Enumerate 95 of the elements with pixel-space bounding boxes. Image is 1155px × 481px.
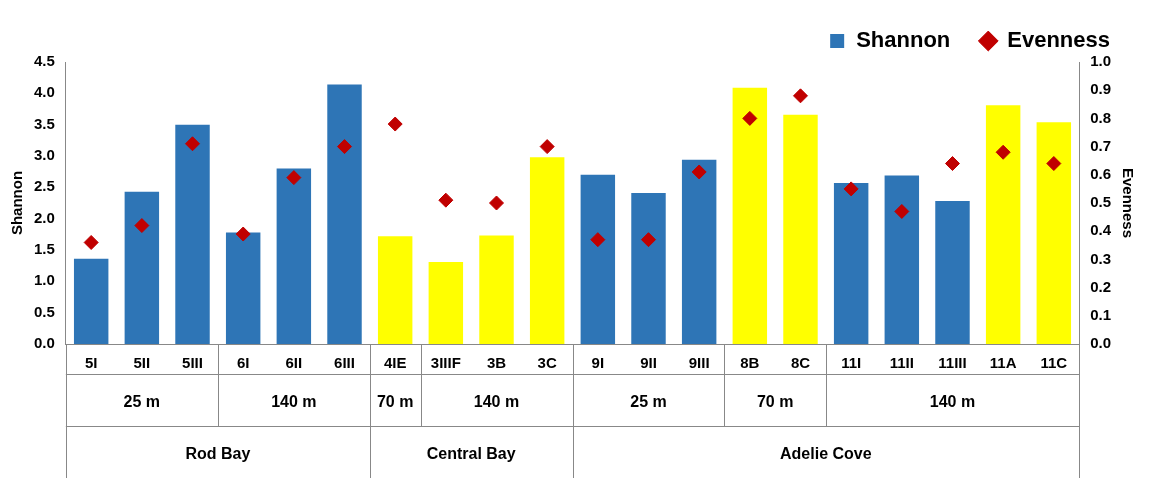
x-tick-label: 11A [989,354,1017,372]
text: 70 m [376,393,414,411]
point [742,110,758,126]
text: 25 m [630,393,667,411]
text: 140 m [929,393,976,411]
bar [631,192,666,344]
point [590,232,606,248]
bar [175,124,210,344]
bar [833,182,869,344]
bar [327,84,362,344]
x-tick-label: 6I [236,354,250,372]
x-tick-label: 8B [740,354,760,372]
x-tick-label: 11II [889,354,914,372]
text: 25 m [123,393,161,411]
x-tick-label: 11III [938,354,967,372]
bar [377,236,413,344]
y-tick-label: 1.0 [33,271,55,289]
point [83,234,99,250]
point [894,203,910,219]
y2-tick-label: 0.1 [1090,305,1112,323]
bar [783,114,818,344]
y-axis-title: Shannon [8,170,26,236]
x-tick-label: 5III [182,354,203,372]
point [843,181,859,197]
bar [884,175,920,344]
y2-tick-label: 0.7 [1090,136,1112,154]
x-tick-label: 8C [790,354,811,372]
text: Adelie Cove [780,445,872,463]
x-tick-label: 3C [537,354,557,372]
text: 140 m [271,393,317,411]
point [235,226,251,242]
legend-label: Evenness [1007,27,1111,53]
x-tick-label: 4IE [383,354,407,372]
y-tick-label: 2.0 [33,208,55,226]
bar [935,201,970,344]
point [438,192,454,208]
point [286,170,302,186]
y2-tick-label: 0.8 [1090,108,1112,126]
bar [124,191,160,344]
bar [985,105,1021,344]
y2-tick-label: 1.0 [1090,52,1112,70]
bar [428,261,464,344]
bar [1036,122,1072,344]
y-tick-label: 0.5 [33,302,55,320]
bar [529,157,565,344]
x-tick-label: 5I [84,354,98,372]
y2-tick-label: 0.9 [1090,80,1112,98]
bar [732,87,768,344]
y2-tick-label: 0.3 [1090,249,1112,267]
y-tick-label: 3.0 [33,146,55,164]
x-tick-label: 11C [1040,354,1068,372]
text: Central Bay [426,445,516,463]
y2-tick-label: 0.4 [1090,221,1112,239]
bar [580,174,616,344]
x-tick-label: 5II [133,354,151,372]
y2-tick-label: 0.2 [1090,277,1112,295]
point [995,144,1011,160]
y-tick-label: 4.0 [33,83,55,101]
y2-tick-label: 0.0 [1090,334,1112,352]
text: 140 m [473,393,520,411]
bar [73,258,109,344]
bar [479,235,514,344]
point [691,164,707,180]
legend-label: Shannon [856,27,951,53]
y-tick-label: 3.5 [33,114,55,132]
x-tick-label: 3IIIF [430,354,461,372]
x-tick-label: 9II [640,354,657,372]
x-tick-label: 9I [591,354,605,372]
point [185,136,201,152]
bar [681,159,717,344]
y2-axis-title: Evenness [1119,167,1137,239]
point [387,116,403,132]
x-tick-label: 11I [841,354,862,372]
point [792,88,808,104]
x-tick-label: 3B [486,354,507,372]
point [134,218,150,234]
x-tick-label: 6II [285,354,303,372]
y2-tick-label: 0.5 [1090,193,1112,211]
text: Rod Bay [185,445,251,463]
x-tick-label: 9III [688,354,710,372]
bar [276,168,312,344]
y-tick-label: 2.5 [33,177,55,195]
point [539,139,555,155]
point [641,232,656,248]
y2-tick-label: 0.6 [1090,164,1112,182]
y-tick-label: 4.5 [33,52,55,70]
text: 70 m [756,393,794,411]
x-tick-label: 6III [334,354,355,372]
point [944,156,960,172]
point [337,139,353,155]
y-tick-label: 1.5 [33,240,55,258]
bar [225,232,261,344]
point [489,195,504,211]
y-tick-label: 0.0 [33,334,55,352]
point [1046,156,1062,172]
